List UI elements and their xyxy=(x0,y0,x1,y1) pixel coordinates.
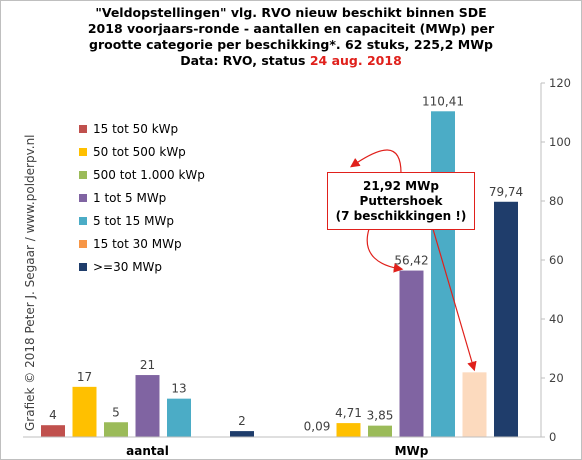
legend-item: 50 tot 500 kWp xyxy=(79,145,186,159)
bar-aantal-0 xyxy=(41,425,65,437)
data-label-aantal-2: 5 xyxy=(112,405,120,419)
bar-mwp-4 xyxy=(431,111,455,437)
y-tick-label: 120 xyxy=(549,76,571,90)
y-tick: 20 xyxy=(541,371,564,385)
data-label-aantal-6: 2 xyxy=(238,414,246,428)
bar-mwp-6 xyxy=(494,201,518,437)
x-category-labels: aantal MWp xyxy=(126,444,429,458)
y-tick-label: 100 xyxy=(549,135,571,149)
legend-label: 500 tot 1.000 kWp xyxy=(93,168,205,182)
annotation-box: 21,92 MWp Puttershoek (7 beschikkingen !… xyxy=(327,172,475,230)
legend-swatch xyxy=(79,194,87,202)
legend-item: 15 tot 30 MWp xyxy=(79,237,182,251)
y-tick: 0 xyxy=(541,430,556,444)
legend-label: 50 tot 500 kWp xyxy=(93,145,186,159)
bar-mwp-5 xyxy=(462,372,487,437)
data-label-aantal-1: 17 xyxy=(77,370,92,384)
bar-aantal-4 xyxy=(167,398,191,437)
legend-label: 15 tot 50 kWp xyxy=(93,122,179,136)
y-tick-label: 60 xyxy=(549,253,564,267)
bar-aantal-1 xyxy=(72,386,97,437)
annotation-arrows xyxy=(350,149,477,372)
category-label-aantal: aantal xyxy=(126,444,169,458)
annotation-line-1: 21,92 MWp xyxy=(363,179,439,193)
legend-swatch xyxy=(79,171,87,179)
title-source-text: Data: RVO, status xyxy=(180,53,310,68)
data-labels-group: 4 0,09 17 4,71 5 3,85 21 56,42 13 110,41 2 79,74 xyxy=(49,94,523,433)
legend-label: 15 tot 30 MWp xyxy=(93,237,182,251)
legend-item: 1 tot 5 MWp xyxy=(79,191,166,205)
annotation-line-3: (7 beschikkingen !) xyxy=(335,209,467,223)
y-tick: 60 xyxy=(541,253,564,267)
y-tick-label: 0 xyxy=(549,430,556,444)
chart-title: "Veldopstellingen" vlg. RVO nieuw beschi… xyxy=(1,5,581,69)
data-label-mwp-6: 79,74 xyxy=(489,185,523,199)
title-status-date: 24 aug. 2018 xyxy=(309,53,402,68)
title-line-3: grootte categorie per beschikking*. 62 s… xyxy=(89,37,493,52)
legend-swatch xyxy=(79,263,87,271)
y-tick-label: 40 xyxy=(549,312,564,326)
y-tick: 40 xyxy=(541,312,564,326)
data-label-mwp-3: 56,42 xyxy=(394,254,428,268)
legend-label: 5 tot 15 MWp xyxy=(93,214,174,228)
legend-item: 5 tot 15 MWp xyxy=(79,214,174,228)
annotation-line-2: Puttershoek xyxy=(359,194,443,208)
bars-group xyxy=(41,111,518,437)
title-line-4: Data: RVO, status 24 aug. 2018 xyxy=(1,53,581,69)
bar-aantal-3 xyxy=(135,375,160,437)
bar-aantal-6 xyxy=(230,431,254,437)
y-tick: 100 xyxy=(541,135,571,149)
bar-mwp-2 xyxy=(368,425,392,437)
legend-item: 500 tot 1.000 kWp xyxy=(79,168,205,182)
y-tick-label: 20 xyxy=(549,371,564,385)
arrow-to-5-15mwp-bar xyxy=(350,149,402,174)
title-line-1: "Veldopstellingen" vlg. RVO nieuw beschi… xyxy=(95,5,487,20)
legend-swatch xyxy=(79,148,87,156)
legend-label: 1 tot 5 MWp xyxy=(93,191,167,205)
data-label-mwp-0: 0,09 xyxy=(304,420,331,434)
data-label-aantal-0: 4 xyxy=(49,408,57,422)
data-label-mwp-1: 4,71 xyxy=(335,406,362,420)
y-tick: 80 xyxy=(541,194,564,208)
data-label-aantal-3: 21 xyxy=(140,358,155,372)
legend-swatch xyxy=(79,240,87,248)
y-tick-label: 80 xyxy=(549,194,564,208)
title-line-2: 2018 voorjaars-ronde - aantallen en capa… xyxy=(87,21,495,36)
y-axis-right: 0 20 40 60 80 100 120 xyxy=(23,76,571,444)
bar-mwp-3 xyxy=(399,270,424,437)
legend-item: 15 tot 50 kWp xyxy=(79,122,178,136)
legend-swatch xyxy=(79,217,87,225)
legend-label: >=30 MWp xyxy=(93,260,163,274)
data-label-mwp-4: 110,41 xyxy=(422,94,464,108)
arrow-to-15-30mwp-bar xyxy=(432,228,477,372)
arrow-to-1-5mwp-bar xyxy=(366,228,404,273)
data-label-aantal-4: 13 xyxy=(171,382,186,396)
bar-aantal-2 xyxy=(104,422,128,437)
bar-mwp-1 xyxy=(336,423,361,437)
y-tick: 120 xyxy=(541,76,571,90)
data-label-mwp-2: 3,85 xyxy=(367,409,394,423)
legend-item: >=30 MWp xyxy=(79,260,162,274)
legend-swatch xyxy=(79,125,87,133)
category-label-mwp: MWp xyxy=(395,444,429,458)
